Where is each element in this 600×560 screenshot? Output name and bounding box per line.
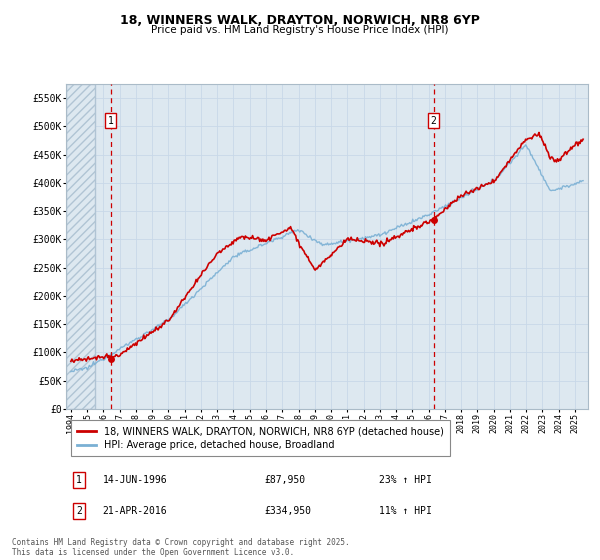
Text: 2: 2 [76,506,82,516]
Text: 2: 2 [431,116,436,125]
Text: Price paid vs. HM Land Registry's House Price Index (HPI): Price paid vs. HM Land Registry's House … [151,25,449,35]
Text: Contains HM Land Registry data © Crown copyright and database right 2025.
This d: Contains HM Land Registry data © Crown c… [12,538,350,557]
Text: 18, WINNERS WALK, DRAYTON, NORWICH, NR8 6YP: 18, WINNERS WALK, DRAYTON, NORWICH, NR8 … [120,14,480,27]
Legend: 18, WINNERS WALK, DRAYTON, NORWICH, NR8 6YP (detached house), HPI: Average price: 18, WINNERS WALK, DRAYTON, NORWICH, NR8 … [71,421,449,456]
Bar [66,84,95,409]
Text: 21-APR-2016: 21-APR-2016 [103,506,167,516]
Text: 1: 1 [76,475,82,485]
Text: £87,950: £87,950 [265,475,305,485]
Text: 11% ↑ HPI: 11% ↑ HPI [379,506,432,516]
Text: 23% ↑ HPI: 23% ↑ HPI [379,475,432,485]
Text: 14-JUN-1996: 14-JUN-1996 [103,475,167,485]
Text: £334,950: £334,950 [265,506,311,516]
Text: 1: 1 [108,116,113,125]
